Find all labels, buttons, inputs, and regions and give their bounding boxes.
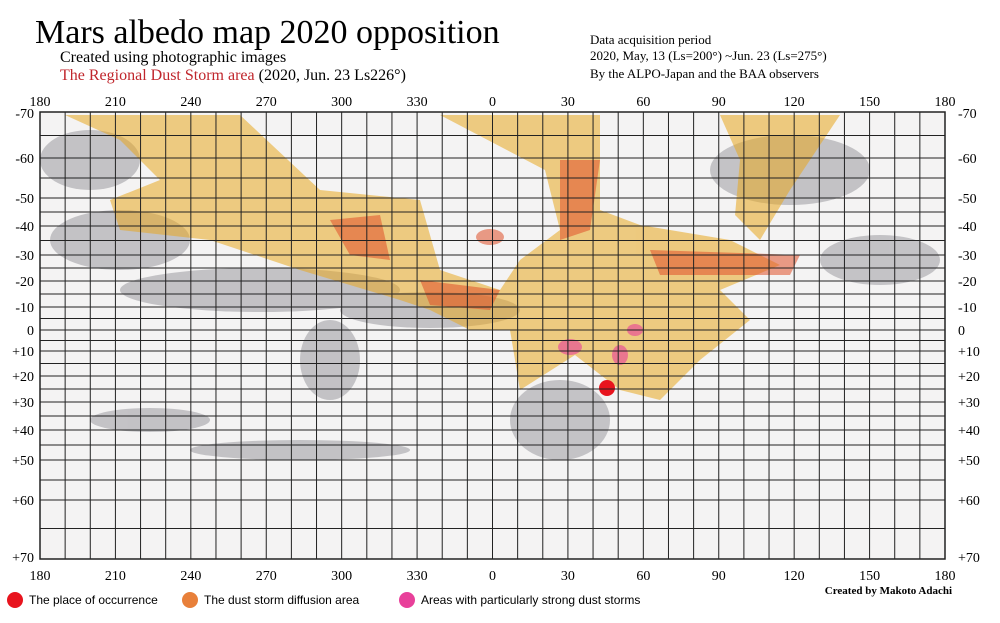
credit: Created by Makoto Adachi [825, 585, 952, 597]
latitude-label: +70 [958, 551, 980, 566]
latitude-label: -70 [958, 107, 977, 122]
storm-text: The Regional Dust Storm area (2020, Jun. … [60, 67, 406, 84]
longitude-label: 240 [180, 95, 201, 110]
longitude-label: 30 [561, 95, 575, 110]
period-title: Data acquisition period [590, 32, 712, 47]
longitude-label: 120 [784, 569, 805, 584]
latitude-label: +50 [958, 454, 980, 469]
longitude-label: 150 [859, 95, 880, 110]
latitude-label: -60 [958, 152, 977, 167]
longitude-label: 180 [30, 569, 51, 584]
longitude-label: 330 [407, 95, 428, 110]
legend: The place of occurrence The dust storm di… [7, 592, 640, 608]
legend-label: The place of occurrence [29, 593, 158, 607]
longitude-label: 330 [407, 569, 428, 584]
map-frame [39, 111, 946, 560]
longitude-label: 180 [935, 95, 956, 110]
longitude-label: 270 [256, 569, 277, 584]
latitude-label: -20 [958, 275, 977, 290]
observers: By the ALPO-Japan and the BAA observers [590, 66, 819, 81]
storm-label: The Regional Dust Storm area [60, 67, 255, 84]
latitude-label: +10 [12, 345, 34, 360]
latitude-label: +60 [12, 494, 34, 509]
latitude-label: +60 [958, 494, 980, 509]
latitude-label: -40 [15, 220, 34, 235]
latitude-label: 0 [958, 324, 965, 339]
map [39, 111, 946, 560]
latitude-label: -10 [958, 301, 977, 316]
graticule [40, 112, 945, 559]
latitude-label: -30 [15, 249, 34, 264]
storm-date: (2020, Jun. 23 Ls226°) [259, 67, 406, 84]
longitude-label: 30 [561, 569, 575, 584]
longitude-label: 0 [489, 95, 496, 110]
longitude-label: 270 [256, 95, 277, 110]
longitude-label: 150 [859, 569, 880, 584]
latitude-label: +20 [12, 370, 34, 385]
latitude-label: -40 [958, 220, 977, 235]
latitude-label: +40 [12, 424, 34, 439]
subtitle: Created using photographic images [60, 49, 286, 66]
longitude-label: 300 [331, 569, 352, 584]
longitude-label: 180 [935, 569, 956, 584]
latitude-label: +50 [12, 454, 34, 469]
longitude-label: 60 [636, 95, 650, 110]
legend-swatch [182, 592, 198, 608]
latitude-label: -50 [15, 192, 34, 207]
period-range: 2020, May, 13 (Ls=200°) ~Jun. 23 (Ls=275… [590, 48, 827, 63]
latitude-label: -10 [15, 301, 34, 316]
legend-swatch [7, 592, 23, 608]
legend-label: Areas with particularly strong dust stor… [421, 593, 640, 607]
latitude-label: +40 [958, 424, 980, 439]
longitude-label: 180 [30, 95, 51, 110]
longitude-label: 90 [712, 569, 726, 584]
occurrence-point [599, 380, 615, 396]
axis-labels: 1801802102102402402702703003003303300030… [12, 95, 980, 584]
longitude-label: 210 [105, 95, 126, 110]
latitude-label: -30 [958, 249, 977, 264]
longitude-label: 240 [180, 569, 201, 584]
latitude-label: -70 [15, 107, 34, 122]
latitude-label: +10 [958, 345, 980, 360]
legend-label: The dust storm diffusion area [204, 593, 360, 607]
latitude-label: +30 [12, 396, 34, 411]
latitude-label: +70 [12, 551, 34, 566]
latitude-label: -50 [958, 192, 977, 207]
longitude-label: 60 [636, 569, 650, 584]
title: Mars albedo map 2020 opposition [35, 14, 500, 51]
latitude-label: 0 [27, 324, 34, 339]
longitude-label: 300 [331, 95, 352, 110]
latitude-label: -20 [15, 275, 34, 290]
longitude-label: 120 [784, 95, 805, 110]
longitude-label: 210 [105, 569, 126, 584]
latitude-label: -60 [15, 152, 34, 167]
latitude-label: +20 [958, 370, 980, 385]
longitude-label: 0 [489, 569, 496, 584]
longitude-label: 90 [712, 95, 726, 110]
latitude-label: +30 [958, 396, 980, 411]
legend-swatch [399, 592, 415, 608]
